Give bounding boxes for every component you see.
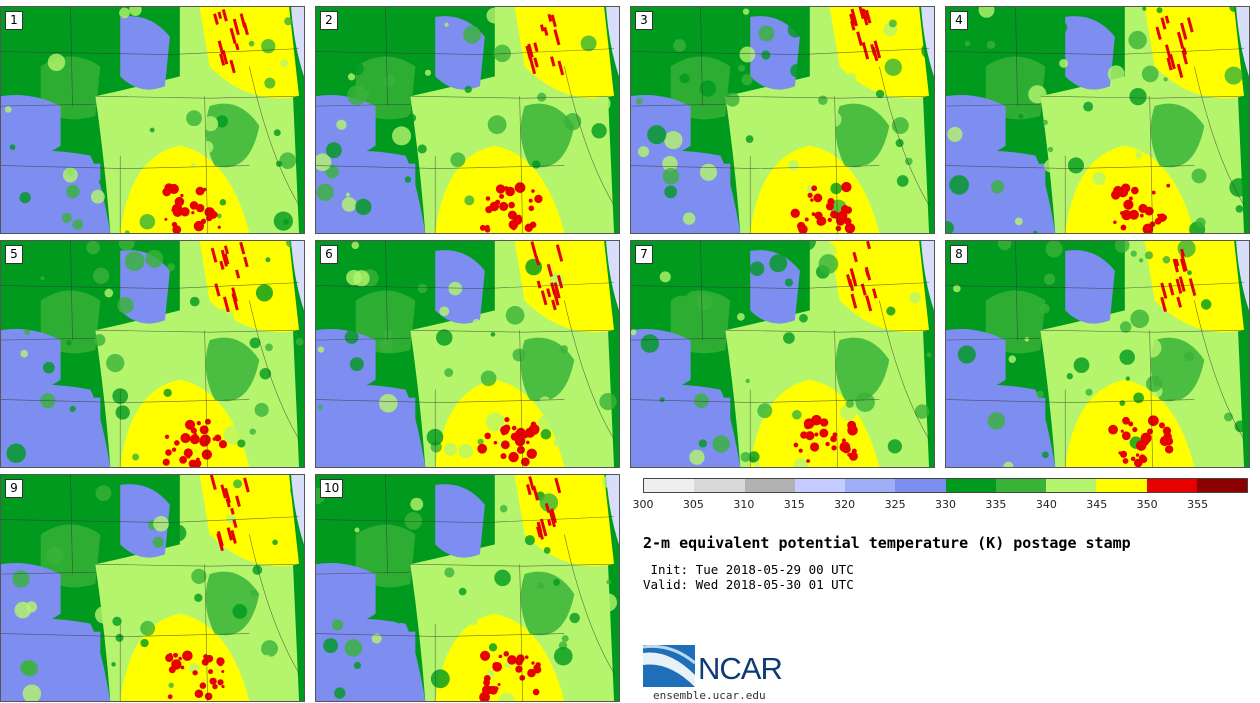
colorbar-segment xyxy=(1146,479,1197,492)
map-field xyxy=(1,475,304,701)
panel-2: 2 xyxy=(315,6,620,234)
panel-number-label: 3 xyxy=(635,11,653,30)
panel-number-label: 4 xyxy=(950,11,968,30)
panel-6: 6 xyxy=(315,240,620,468)
colorbar-segment xyxy=(1046,479,1097,492)
panel-number-label: 9 xyxy=(5,479,23,498)
panel-4: 4 xyxy=(945,6,1250,234)
map-field xyxy=(631,7,934,233)
colorbar-segment xyxy=(694,479,745,492)
colorbar-segment xyxy=(1196,479,1247,492)
panel-8: 8 xyxy=(945,240,1250,468)
colorbar-tick-label: 335 xyxy=(985,498,1007,511)
panel-number-label: 10 xyxy=(320,479,344,498)
panel-5: 5 xyxy=(0,240,305,468)
colorbar-tick-label: 300 xyxy=(632,498,654,511)
logo-text: NCAR xyxy=(698,651,783,686)
panel-3: 3 xyxy=(630,6,935,234)
colorbar-tick-label: 345 xyxy=(1086,498,1108,511)
colorbar-segment xyxy=(845,479,896,492)
map-field xyxy=(1,7,304,233)
map-field xyxy=(1,241,304,467)
colorbar-segment xyxy=(794,479,845,492)
map-field xyxy=(631,241,934,467)
colorbar-segment xyxy=(1096,479,1147,492)
colorbar-segment xyxy=(744,479,795,492)
colorbar-tick-label: 355 xyxy=(1187,498,1209,511)
map-field xyxy=(946,241,1249,467)
map-field xyxy=(316,475,619,701)
ncar-logo-icon xyxy=(643,645,695,687)
colorbar-tick-label: 330 xyxy=(935,498,956,511)
panel-number-label: 8 xyxy=(950,245,968,264)
colorbar-tick-label: 310 xyxy=(733,498,755,511)
colorbar-segment xyxy=(995,479,1046,492)
colorbar-tick-label: 350 xyxy=(1136,498,1158,511)
map-field xyxy=(316,7,619,233)
colorbar xyxy=(643,478,1248,493)
init-time: Init: Tue 2018-05-29 00 UTC xyxy=(643,562,854,577)
logo-url[interactable]: ensemble.ucar.edu xyxy=(653,689,766,702)
colorbar-tick-label: 305 xyxy=(682,498,704,511)
panel-number-label: 1 xyxy=(5,11,23,30)
colorbar-segment xyxy=(644,479,695,492)
colorbar-tick-label: 315 xyxy=(783,498,805,511)
panel-number-label: 5 xyxy=(5,245,23,264)
chart-title: 2-m equivalent potential temperature (K)… xyxy=(643,534,1131,552)
panel-9: 9 xyxy=(0,474,305,702)
panel-1: 1 xyxy=(0,6,305,234)
colorbar-segment xyxy=(895,479,946,492)
colorbar-tick-label: 340 xyxy=(1035,498,1057,511)
colorbar-segment xyxy=(945,479,996,492)
map-field xyxy=(316,241,619,467)
valid-time: Valid: Wed 2018-05-30 01 UTC xyxy=(643,577,854,592)
panel-number-label: 7 xyxy=(635,245,653,264)
panel-number-label: 6 xyxy=(320,245,338,264)
colorbar-tick-label: 325 xyxy=(884,498,906,511)
panel-number-label: 2 xyxy=(320,11,338,30)
map-field xyxy=(946,7,1249,233)
panel-7: 7 xyxy=(630,240,935,468)
colorbar-tick-label: 320 xyxy=(834,498,856,511)
panel-10: 10 xyxy=(315,474,620,702)
